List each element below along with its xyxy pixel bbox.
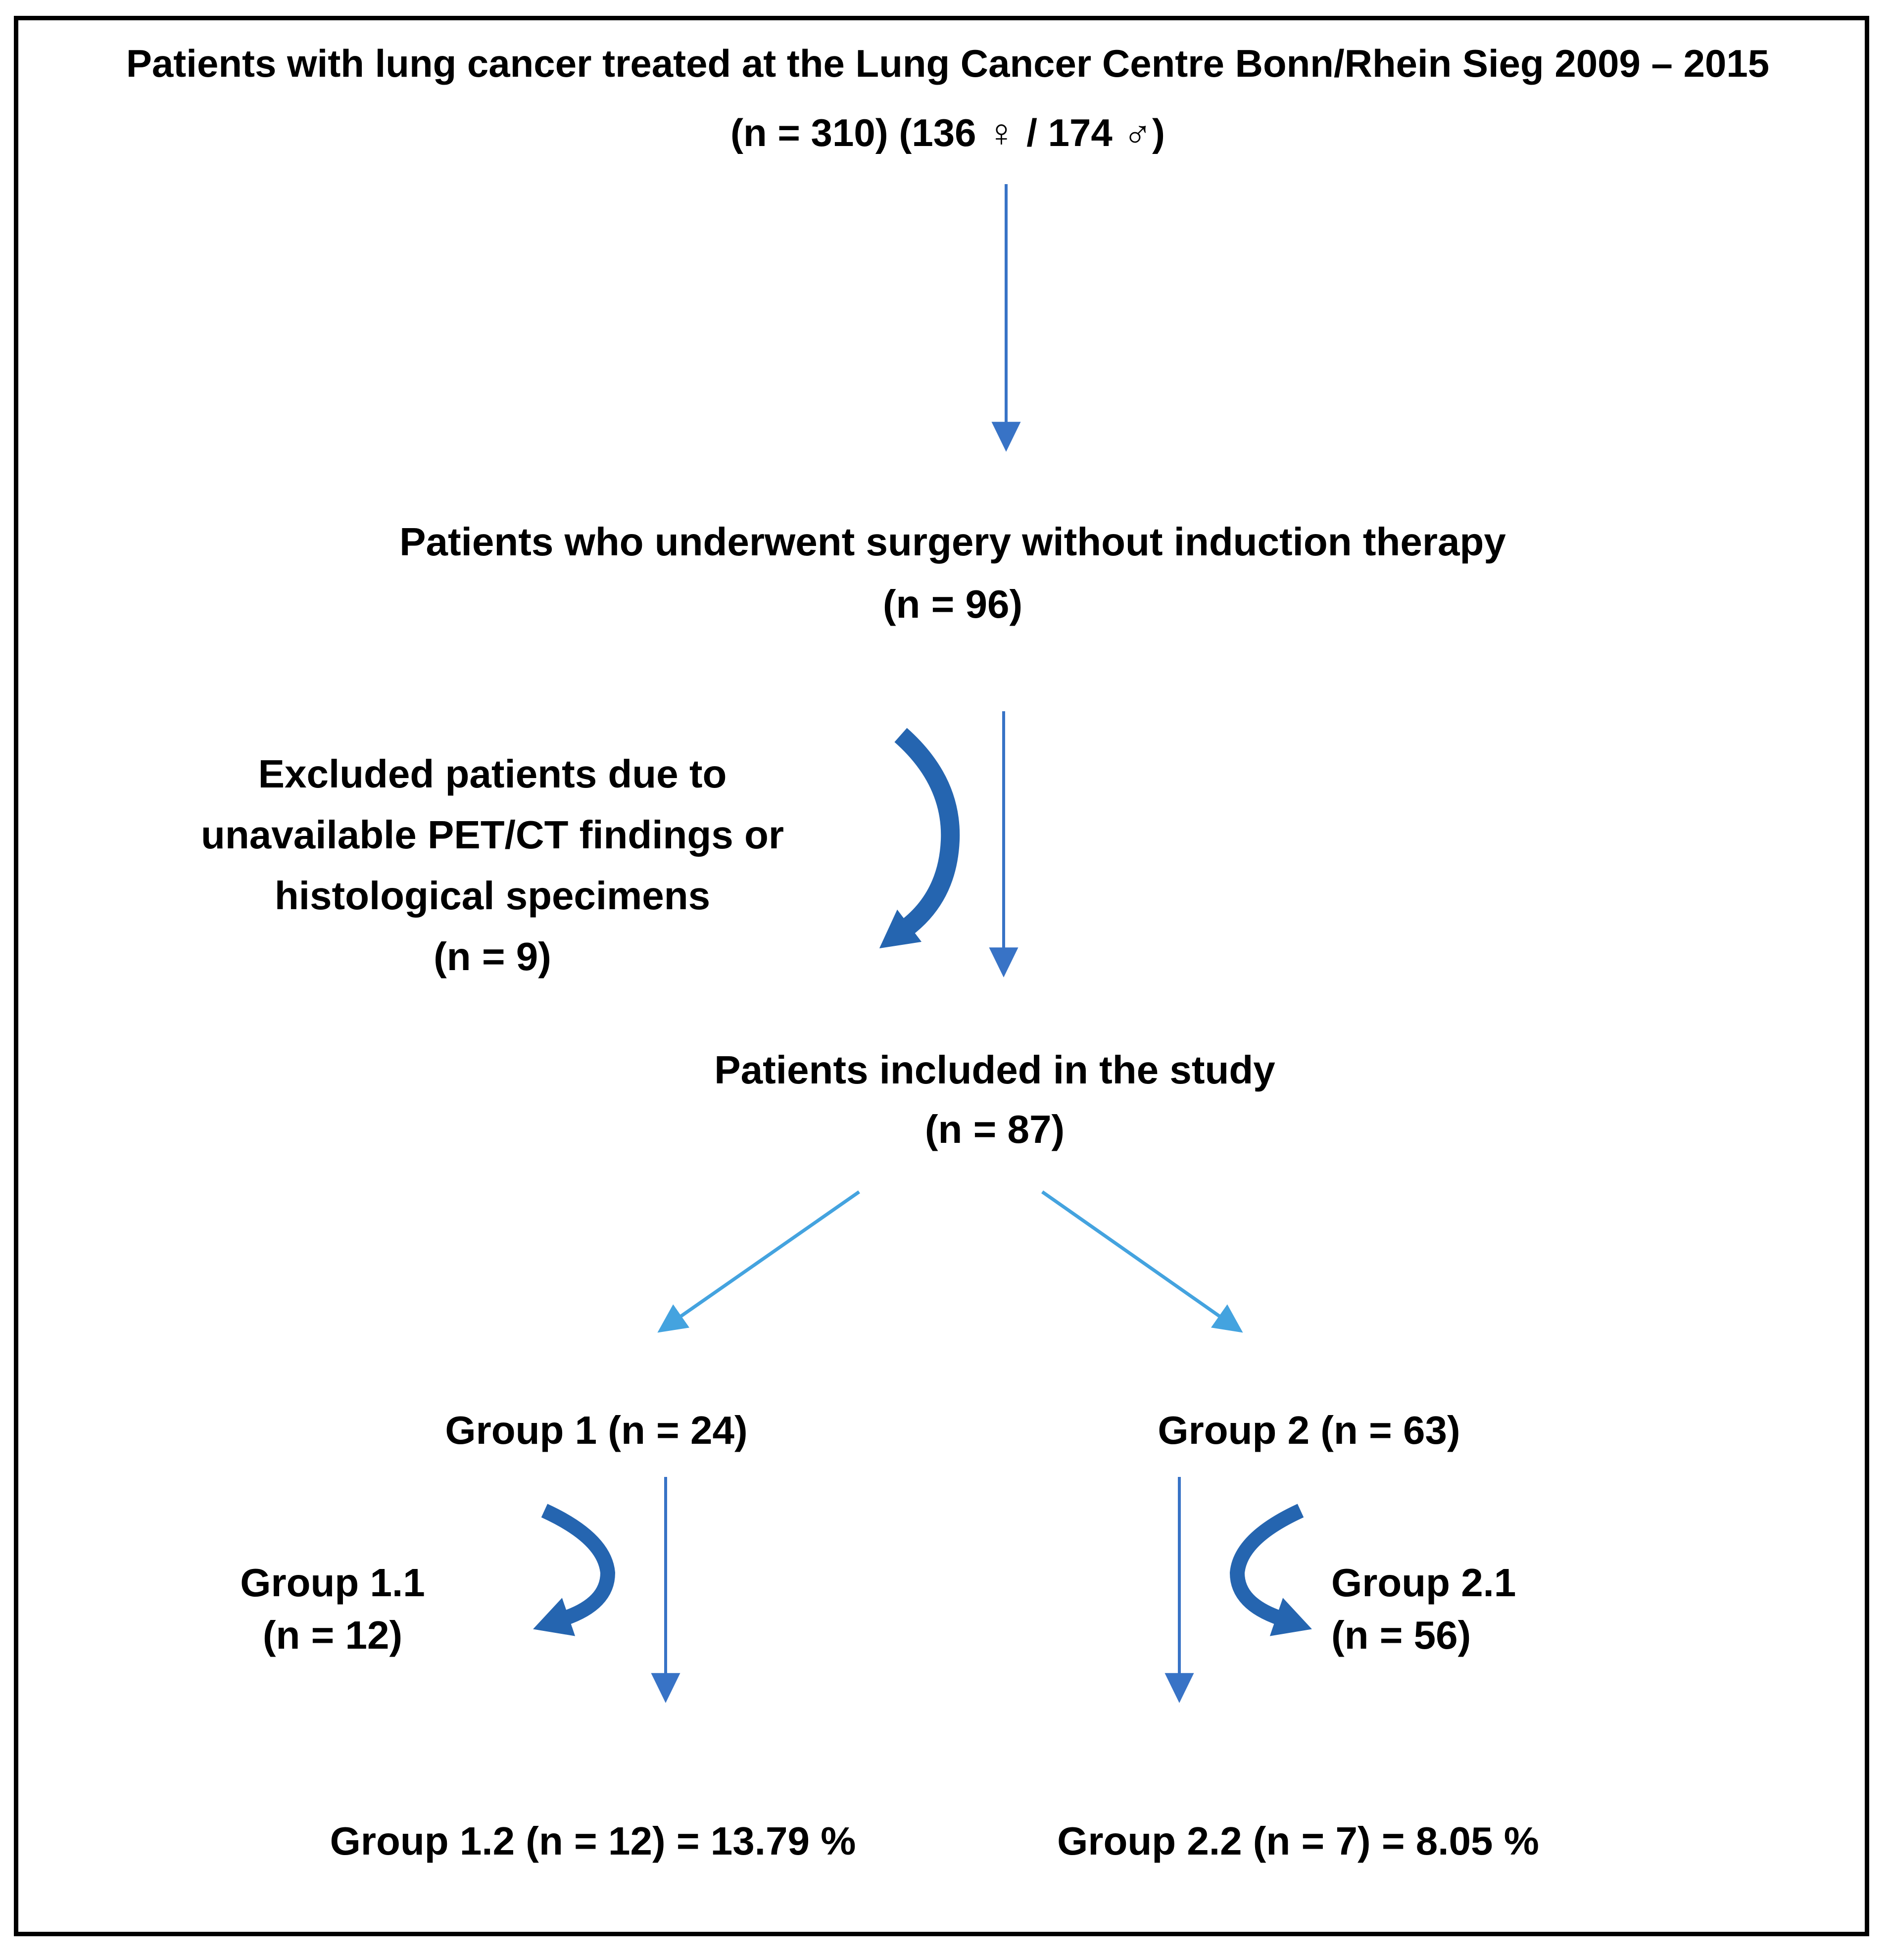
node-surgery-line2: (n = 96) <box>882 582 1023 626</box>
node-group2-2-label: Group 2.2 (n = 7) = 8.05 % <box>1057 1819 1539 1863</box>
node-included-line1: Patients included in the study <box>714 1048 1275 1092</box>
curved-exclusion-arrow-icon <box>879 728 960 949</box>
curved-arrow-group1-to-group1-1-icon <box>533 1504 616 1636</box>
node-group2-label: Group 2 (n = 63) <box>1158 1408 1460 1452</box>
node-initial-cohort: Patients with lung cancer treated at the… <box>126 29 1769 167</box>
node-initial-cohort-line1: Patients with lung cancer treated at the… <box>126 42 1770 85</box>
node-included-line2: (n = 87) <box>924 1107 1065 1151</box>
node-excluded-line2: unavailable PET/CT findings or <box>201 813 784 857</box>
node-group2-1-line1: Group 2.1 <box>1331 1561 1516 1605</box>
node-included-in-study: Patients included in the study (n = 87) <box>714 1040 1275 1159</box>
diagonal-arrow-included-to-group2 <box>1041 1190 1243 1333</box>
node-group1-2: Group 1.2 (n = 12) = 13.79 % <box>330 1812 856 1871</box>
node-group2-2: Group 2.2 (n = 7) = 8.05 % <box>1057 1812 1539 1871</box>
node-group1: Group 1 (n = 24) <box>445 1401 747 1460</box>
node-initial-cohort-line2: (n = 310) (136 ♀ / 174 ♂) <box>730 111 1165 154</box>
node-group1-1: Group 1.1 (n = 12) <box>240 1557 425 1662</box>
figure-border <box>14 16 1869 1936</box>
node-excluded-patients: Excluded patients due to unavailable PET… <box>201 743 784 987</box>
node-group2: Group 2 (n = 63) <box>1158 1401 1460 1460</box>
node-group2-1: Group 2.1 (n = 56) <box>1331 1557 1516 1662</box>
node-excluded-line3: histological specimens <box>274 874 711 918</box>
node-group2-1-line2: (n = 56) <box>1331 1613 1471 1657</box>
curved-arrow-group2-to-group2-1-icon <box>1229 1504 1312 1636</box>
node-surgery-without-induction: Patients who underwent surgery without i… <box>399 511 1506 636</box>
node-group1-1-line2: (n = 12) <box>262 1613 403 1657</box>
node-group1-2-label: Group 1.2 (n = 12) = 13.79 % <box>330 1819 856 1863</box>
node-group1-1-line1: Group 1.1 <box>240 1561 425 1605</box>
node-surgery-line1: Patients who underwent surgery without i… <box>399 520 1506 564</box>
diagonal-arrow-included-to-group1 <box>657 1190 861 1333</box>
node-group1-label: Group 1 (n = 24) <box>445 1408 748 1452</box>
node-excluded-line1: Excluded patients due to <box>258 752 727 796</box>
node-excluded-line4: (n = 9) <box>434 934 551 979</box>
